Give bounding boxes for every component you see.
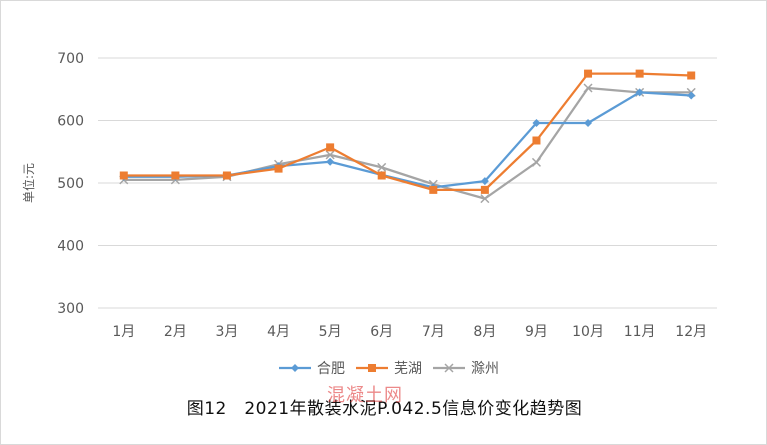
data-point xyxy=(583,83,593,93)
x-tick-label: 9月 xyxy=(525,324,548,340)
legend-marker xyxy=(291,364,299,372)
data-point xyxy=(532,136,541,145)
legend-label: 合肥 xyxy=(317,361,345,377)
x-tick-label: 3月 xyxy=(215,324,238,340)
x-tick-label: 8月 xyxy=(473,324,496,340)
data-point xyxy=(326,157,335,166)
data-point xyxy=(635,69,644,78)
data-point xyxy=(531,157,541,167)
legend-marker xyxy=(444,363,454,373)
data-point xyxy=(325,150,335,160)
data-point xyxy=(584,69,593,78)
x-tick-label: 7月 xyxy=(422,324,445,340)
data-point xyxy=(377,171,386,180)
data-point xyxy=(377,162,387,172)
legend-label: 芜湖 xyxy=(394,360,422,377)
series-line-2 xyxy=(123,72,692,191)
data-point xyxy=(480,177,489,186)
y-tick-label: 700 xyxy=(57,51,84,67)
data-point xyxy=(429,185,438,194)
data-point xyxy=(635,88,644,97)
data-point xyxy=(584,119,593,127)
y-tick-label: 300 xyxy=(57,301,84,317)
x-tick-label: 10月 xyxy=(572,324,604,340)
data-point xyxy=(687,91,696,100)
x-tick-label: 4月 xyxy=(267,324,290,340)
data-point xyxy=(222,171,231,180)
x-tick-label: 5月 xyxy=(319,324,342,340)
data-point xyxy=(687,71,696,80)
data-point xyxy=(326,143,335,152)
series-line-3 xyxy=(123,86,692,200)
figure-caption: 图12 2021年散装水泥P.042.5信息价变化趋势图 xyxy=(186,399,583,419)
x-tick-label: 11月 xyxy=(624,324,656,340)
data-point xyxy=(480,194,490,204)
y-tick-label: 500 xyxy=(57,176,84,192)
y-axis-label: 单位:元 xyxy=(21,163,36,203)
data-point xyxy=(274,164,283,173)
x-tick-label: 2月 xyxy=(164,324,187,340)
y-tick-label: 600 xyxy=(57,114,84,130)
x-tick-label: 12月 xyxy=(675,324,707,340)
data-point xyxy=(171,171,180,180)
x-tick-label: 6月 xyxy=(370,324,393,340)
series-line-1 xyxy=(123,91,692,189)
legend-marker xyxy=(368,364,376,372)
data-point xyxy=(480,185,489,194)
y-tick-label: 400 xyxy=(57,239,84,255)
data-point xyxy=(119,171,128,180)
x-tick-label: 1月 xyxy=(112,324,135,340)
data-point xyxy=(532,119,541,127)
legend-label: 滁州 xyxy=(471,361,499,377)
